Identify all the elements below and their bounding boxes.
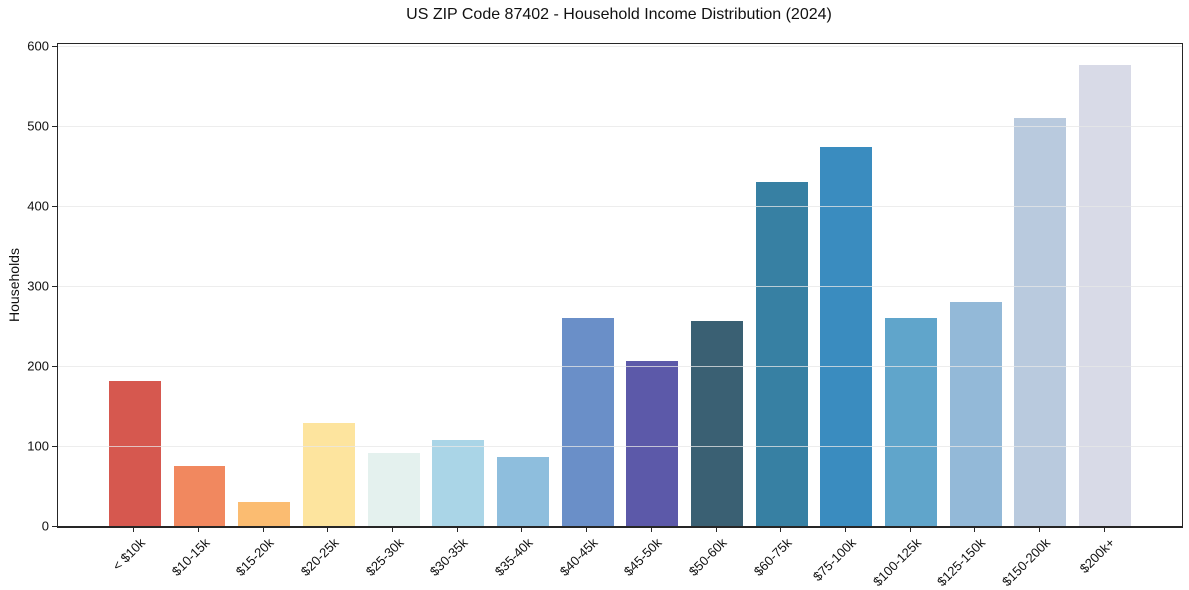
- plot-area: [57, 43, 1183, 528]
- x-tick-label: $75-100k: [810, 535, 859, 584]
- x-tick-label: $200k+: [1076, 535, 1118, 577]
- x-tick: [327, 527, 329, 532]
- y-tick: [52, 525, 57, 527]
- x-tick-label: $100-125k: [869, 535, 924, 590]
- x-tick-label: $40-45k: [556, 535, 601, 579]
- gridline: [58, 286, 1182, 288]
- x-tick-label: $60-75k: [750, 535, 795, 579]
- y-tick: [52, 125, 57, 127]
- x-tick: [1038, 527, 1040, 532]
- x-tick: [909, 527, 911, 532]
- y-tick: [52, 45, 57, 47]
- y-tick: [52, 205, 57, 207]
- bar: [755, 182, 808, 527]
- bar: [561, 318, 614, 527]
- gridline: [58, 46, 1182, 48]
- bar: [1079, 64, 1131, 527]
- y-tick-label: 100: [27, 438, 49, 454]
- bar: [949, 302, 1002, 527]
- x-tick-label: $35-40k: [491, 535, 536, 579]
- chart-title: US ZIP Code 87402 - Household Income Dis…: [406, 6, 832, 23]
- x-tick-label: $20-25k: [297, 535, 342, 579]
- x-tick-label: < $10k: [109, 535, 148, 574]
- x-tick: [198, 527, 200, 532]
- bar: [820, 147, 873, 527]
- x-tick: [715, 527, 717, 532]
- x-tick-label: $25-30k: [362, 535, 407, 579]
- y-tick-label: 300: [27, 278, 49, 294]
- gridline: [58, 366, 1182, 368]
- x-tick: [392, 527, 394, 532]
- bar: [238, 502, 291, 527]
- bar: [173, 466, 226, 527]
- gridline: [58, 446, 1182, 448]
- bar: [432, 439, 485, 527]
- x-tick-label: $30-35k: [427, 535, 471, 579]
- bar: [303, 423, 355, 527]
- x-tick: [780, 527, 782, 532]
- x-tick-label: $45-50k: [621, 535, 665, 579]
- bar: [109, 381, 161, 527]
- x-axis-line: [58, 526, 1182, 527]
- x-tick: [521, 527, 523, 532]
- bar: [626, 360, 679, 527]
- x-tick: [586, 527, 588, 532]
- y-tick-label: 0: [41, 518, 49, 534]
- y-tick-label: 200: [27, 358, 49, 374]
- y-tick-label: 600: [27, 38, 49, 54]
- x-tick: [974, 527, 976, 532]
- gridline: [58, 126, 1182, 128]
- x-tick: [262, 527, 264, 532]
- bar: [885, 317, 937, 527]
- bar: [497, 457, 549, 527]
- x-tick: [650, 527, 652, 532]
- x-tick-label: $50-60k: [685, 535, 730, 579]
- x-tick-label: $150-200k: [998, 535, 1053, 590]
- bar: [691, 320, 743, 527]
- y-tick: [52, 365, 57, 367]
- bar: [1014, 117, 1067, 527]
- x-tick-label: $10-15k: [168, 535, 213, 579]
- y-tick-label: 400: [27, 198, 49, 214]
- x-tick: [133, 527, 135, 532]
- x-tick-label: $15-20k: [233, 535, 277, 579]
- x-tick: [844, 527, 846, 532]
- y-tick-label: 500: [27, 118, 49, 134]
- y-tick: [52, 285, 57, 287]
- x-tick: [1103, 527, 1105, 532]
- gridline: [58, 206, 1182, 208]
- x-tick-label: $125-150k: [934, 535, 989, 590]
- x-tick: [456, 527, 458, 532]
- bar: [367, 453, 420, 527]
- y-tick: [52, 445, 57, 447]
